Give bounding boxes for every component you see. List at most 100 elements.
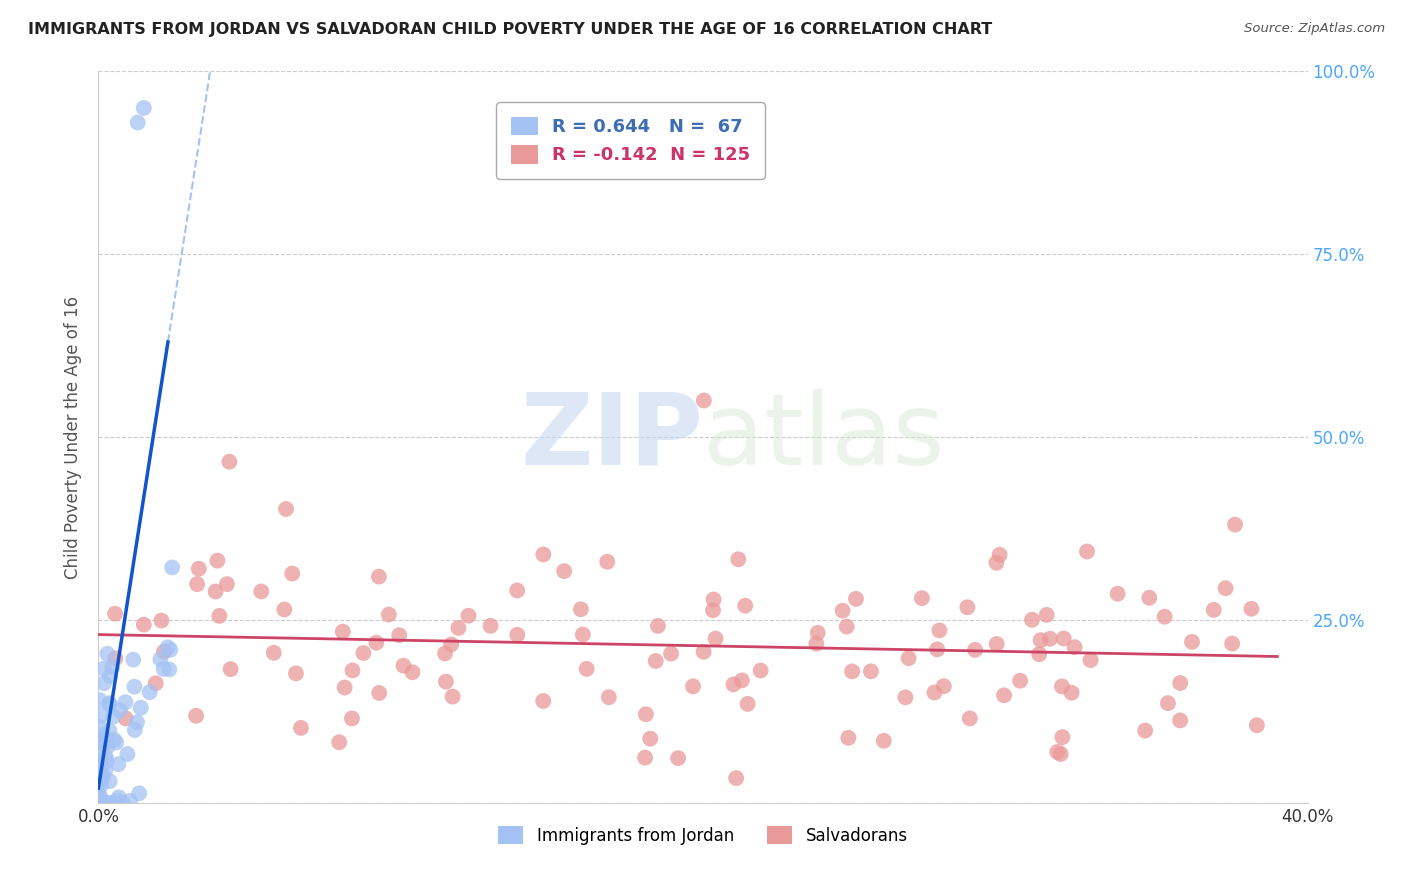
Point — [101, 660, 124, 674]
Point — [1157, 696, 1180, 710]
Point — [342, 664, 364, 678]
Point — [401, 665, 423, 680]
Point — [108, 790, 131, 805]
Point — [479, 619, 502, 633]
Point — [333, 681, 356, 695]
Point — [1220, 636, 1243, 650]
Point — [1063, 640, 1085, 655]
Point — [250, 584, 273, 599]
Point — [897, 651, 920, 665]
Point — [725, 771, 748, 785]
Point — [841, 665, 863, 679]
Point — [894, 690, 917, 705]
Point — [98, 774, 121, 789]
Point — [94, 763, 117, 777]
Point — [835, 620, 858, 634]
Point — [352, 646, 374, 660]
Point — [1076, 544, 1098, 558]
Point — [731, 673, 754, 688]
Point — [159, 642, 181, 657]
Point — [859, 665, 882, 679]
Point — [156, 640, 179, 655]
Point — [94, 737, 117, 751]
Point — [332, 624, 354, 639]
Point — [207, 554, 229, 568]
Point — [107, 757, 129, 772]
Point — [956, 600, 979, 615]
Point — [273, 602, 295, 616]
Point — [693, 393, 716, 408]
Point — [89, 756, 111, 770]
Point — [572, 627, 595, 641]
Point — [149, 652, 172, 666]
Point — [1046, 745, 1069, 759]
Point — [703, 592, 725, 607]
Point — [634, 750, 657, 764]
Point — [959, 711, 981, 725]
Point — [132, 101, 155, 115]
Point — [219, 662, 242, 676]
Point — [98, 724, 121, 739]
Point — [447, 621, 470, 635]
Point — [127, 115, 149, 129]
Point — [150, 614, 173, 628]
Point — [911, 591, 934, 606]
Point — [96, 647, 118, 661]
Point — [108, 703, 131, 717]
Point — [98, 696, 121, 710]
Point — [89, 796, 111, 810]
Point — [845, 591, 868, 606]
Point — [93, 662, 115, 676]
Point — [97, 732, 120, 747]
Point — [702, 603, 724, 617]
Point — [128, 786, 150, 800]
Point — [1168, 676, 1191, 690]
Point — [91, 796, 114, 810]
Point — [932, 679, 955, 693]
Point — [965, 643, 987, 657]
Point — [93, 676, 115, 690]
Point — [1223, 517, 1246, 532]
Point — [90, 766, 112, 780]
Point — [837, 731, 859, 745]
Point — [87, 733, 110, 747]
Point — [734, 599, 756, 613]
Point — [122, 653, 145, 667]
Point — [831, 604, 853, 618]
Point — [367, 569, 389, 583]
Point — [103, 733, 125, 747]
Point — [281, 566, 304, 581]
Point — [924, 685, 946, 699]
Point — [124, 680, 146, 694]
Point — [96, 754, 118, 768]
Point — [96, 796, 118, 810]
Point — [98, 698, 121, 712]
Point — [89, 790, 111, 805]
Point — [986, 556, 1008, 570]
Point — [157, 662, 180, 676]
Point — [129, 700, 152, 714]
Point — [145, 676, 167, 690]
Point — [204, 584, 226, 599]
Point — [160, 560, 183, 574]
Point — [1029, 633, 1052, 648]
Point — [91, 728, 114, 742]
Point — [89, 720, 111, 734]
Point — [1050, 680, 1073, 694]
Point — [1135, 723, 1157, 738]
Point — [117, 747, 139, 761]
Point — [1035, 607, 1057, 622]
Point — [1052, 730, 1074, 744]
Point — [114, 711, 136, 725]
Point — [114, 695, 136, 709]
Point — [186, 577, 208, 591]
Point — [91, 770, 114, 784]
Point — [723, 677, 745, 691]
Point — [1215, 581, 1237, 595]
Point — [328, 735, 350, 749]
Point — [263, 646, 285, 660]
Point — [749, 664, 772, 678]
Point — [1053, 632, 1076, 646]
Text: IMMIGRANTS FROM JORDAN VS SALVADORAN CHILD POVERTY UNDER THE AGE OF 16 CORRELATI: IMMIGRANTS FROM JORDAN VS SALVADORAN CHI… — [28, 22, 993, 37]
Point — [1240, 602, 1263, 616]
